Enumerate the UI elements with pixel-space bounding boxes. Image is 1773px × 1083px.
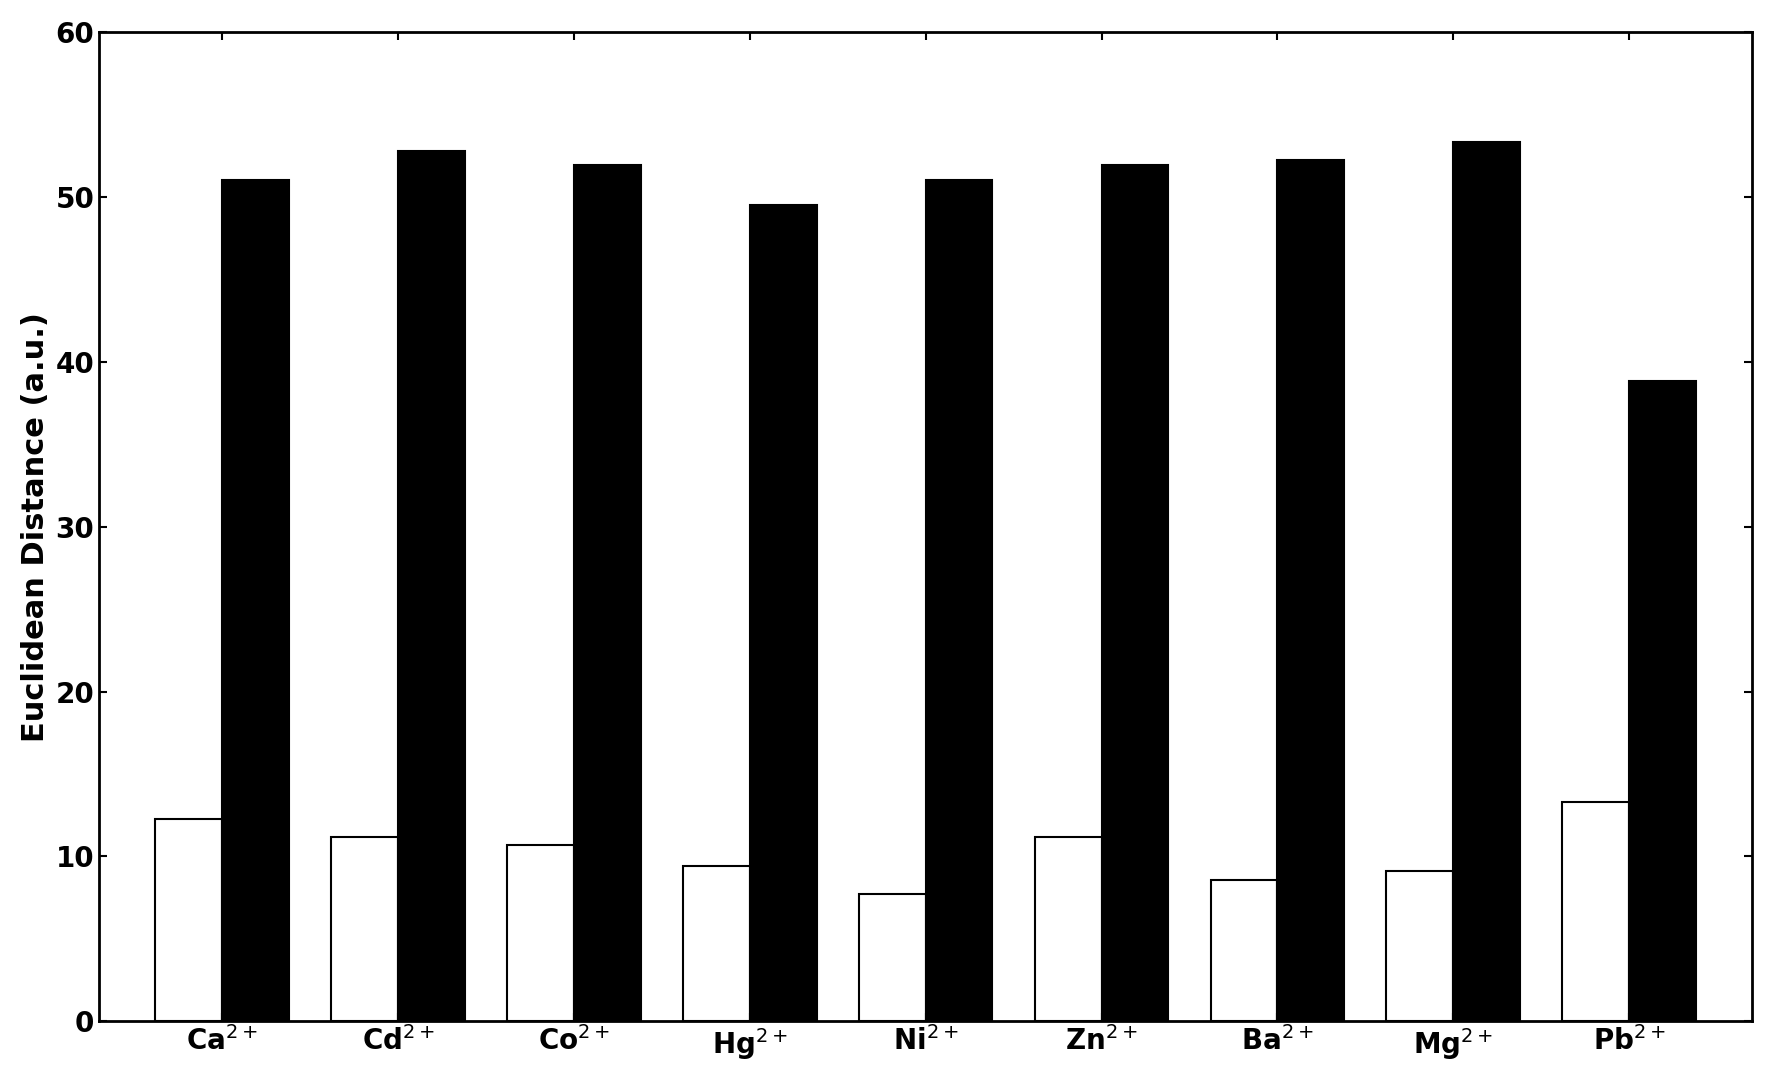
Bar — [574, 166, 640, 1021]
Bar — [332, 837, 399, 1021]
Bar — [1629, 381, 1697, 1021]
Bar — [1101, 166, 1168, 1021]
Y-axis label: Euclidean Distance (a.u.): Euclidean Distance (a.u.) — [21, 312, 50, 742]
Bar — [750, 205, 817, 1021]
Bar — [1211, 879, 1277, 1021]
Bar — [1277, 160, 1344, 1021]
Bar — [507, 845, 574, 1021]
Bar — [1562, 803, 1629, 1021]
Bar — [156, 819, 222, 1021]
Bar — [683, 866, 750, 1021]
Bar — [858, 895, 926, 1021]
Bar — [1454, 142, 1519, 1021]
Bar — [399, 151, 465, 1021]
Bar — [926, 180, 993, 1021]
Bar — [222, 180, 289, 1021]
Bar — [1386, 872, 1454, 1021]
Bar — [1035, 837, 1101, 1021]
